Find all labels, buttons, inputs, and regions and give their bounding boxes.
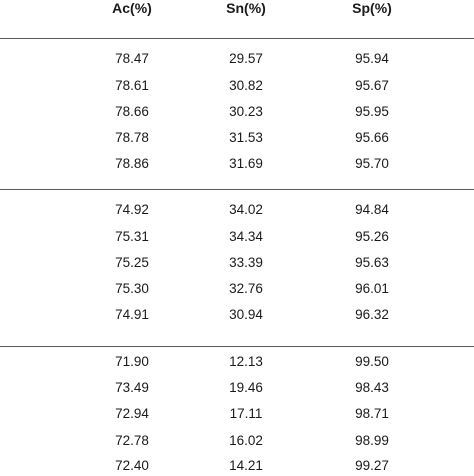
cell-ac: 72.94 bbox=[115, 406, 149, 421]
cell-sp: 96.32 bbox=[355, 307, 389, 322]
cell-ac: 74.92 bbox=[115, 202, 149, 217]
cell-sn: 19.46 bbox=[229, 380, 263, 395]
table-header-row: Ac(%) Sn(%) Sp(%) bbox=[0, 0, 474, 24]
cell-ac: 78.61 bbox=[115, 78, 149, 93]
table-row: 78.47 29.57 95.94 bbox=[0, 51, 474, 69]
cell-sp: 94.84 bbox=[355, 202, 389, 217]
divider-rule bbox=[0, 189, 474, 190]
table-row: 78.78 31.53 95.66 bbox=[0, 130, 474, 148]
cell-sn: 31.69 bbox=[229, 156, 263, 171]
cell-sn: 14.21 bbox=[229, 458, 263, 473]
cell-sn: 33.39 bbox=[229, 255, 263, 270]
cell-sp: 99.50 bbox=[355, 354, 389, 369]
cell-sp: 95.94 bbox=[355, 51, 389, 66]
cell-ac: 71.90 bbox=[115, 354, 149, 369]
divider-rule bbox=[0, 38, 474, 39]
cell-sn: 29.57 bbox=[229, 51, 263, 66]
divider-rule bbox=[0, 346, 474, 347]
table-row: 78.86 31.69 95.70 bbox=[0, 156, 474, 174]
table-row: 78.61 30.82 95.67 bbox=[0, 78, 474, 96]
cell-sp: 98.71 bbox=[355, 406, 389, 421]
cell-sn: 30.82 bbox=[229, 78, 263, 93]
cell-ac: 78.78 bbox=[115, 130, 149, 145]
cell-sp: 95.63 bbox=[355, 255, 389, 270]
cell-sp: 98.99 bbox=[355, 433, 389, 448]
table-row: 75.31 34.34 95.26 bbox=[0, 229, 474, 247]
table-row: 72.40 14.21 99.27 bbox=[0, 458, 474, 476]
table-row: 75.25 33.39 95.63 bbox=[0, 255, 474, 273]
header-accuracy: Ac(%) bbox=[112, 0, 152, 16]
cell-ac: 78.47 bbox=[115, 51, 149, 66]
cell-sn: 31.53 bbox=[229, 130, 263, 145]
cell-sn: 34.34 bbox=[229, 229, 263, 244]
cell-sn: 34.02 bbox=[229, 202, 263, 217]
cell-sn: 32.76 bbox=[229, 281, 263, 296]
cell-ac: 72.40 bbox=[115, 458, 149, 473]
table-row: 75.30 32.76 96.01 bbox=[0, 281, 474, 299]
cell-ac: 72.78 bbox=[115, 433, 149, 448]
cell-sp: 95.95 bbox=[355, 104, 389, 119]
cell-sp: 98.43 bbox=[355, 380, 389, 395]
table-row: 71.90 12.13 99.50 bbox=[0, 354, 474, 372]
table-row: 73.49 19.46 98.43 bbox=[0, 380, 474, 398]
cell-ac: 78.86 bbox=[115, 156, 149, 171]
table-row: 74.92 34.02 94.84 bbox=[0, 202, 474, 220]
cell-sn: 16.02 bbox=[229, 433, 263, 448]
cell-ac: 74.91 bbox=[115, 307, 149, 322]
header-specificity: Sp(%) bbox=[352, 0, 392, 16]
cell-sn: 12.13 bbox=[229, 354, 263, 369]
cell-sp: 95.67 bbox=[355, 78, 389, 93]
cell-sn: 17.11 bbox=[229, 406, 263, 421]
cell-ac: 75.30 bbox=[115, 281, 149, 296]
cell-sn: 30.94 bbox=[229, 307, 263, 322]
table-row: 78.66 30.23 95.95 bbox=[0, 104, 474, 122]
cell-ac: 75.25 bbox=[115, 255, 149, 270]
cell-sp: 96.01 bbox=[355, 281, 389, 296]
cell-sp: 99.27 bbox=[355, 458, 389, 473]
cell-sn: 30.23 bbox=[229, 104, 263, 119]
cell-ac: 75.31 bbox=[115, 229, 149, 244]
cell-ac: 78.66 bbox=[115, 104, 149, 119]
cell-sp: 95.70 bbox=[355, 156, 389, 171]
table-row: 74.91 30.94 96.32 bbox=[0, 307, 474, 325]
table-row: 72.78 16.02 98.99 bbox=[0, 433, 474, 451]
header-sensitivity: Sn(%) bbox=[226, 0, 266, 16]
table-row: 72.94 17.11 98.71 bbox=[0, 406, 474, 424]
cell-sp: 95.66 bbox=[355, 130, 389, 145]
cell-sp: 95.26 bbox=[355, 229, 389, 244]
cell-ac: 73.49 bbox=[115, 380, 149, 395]
